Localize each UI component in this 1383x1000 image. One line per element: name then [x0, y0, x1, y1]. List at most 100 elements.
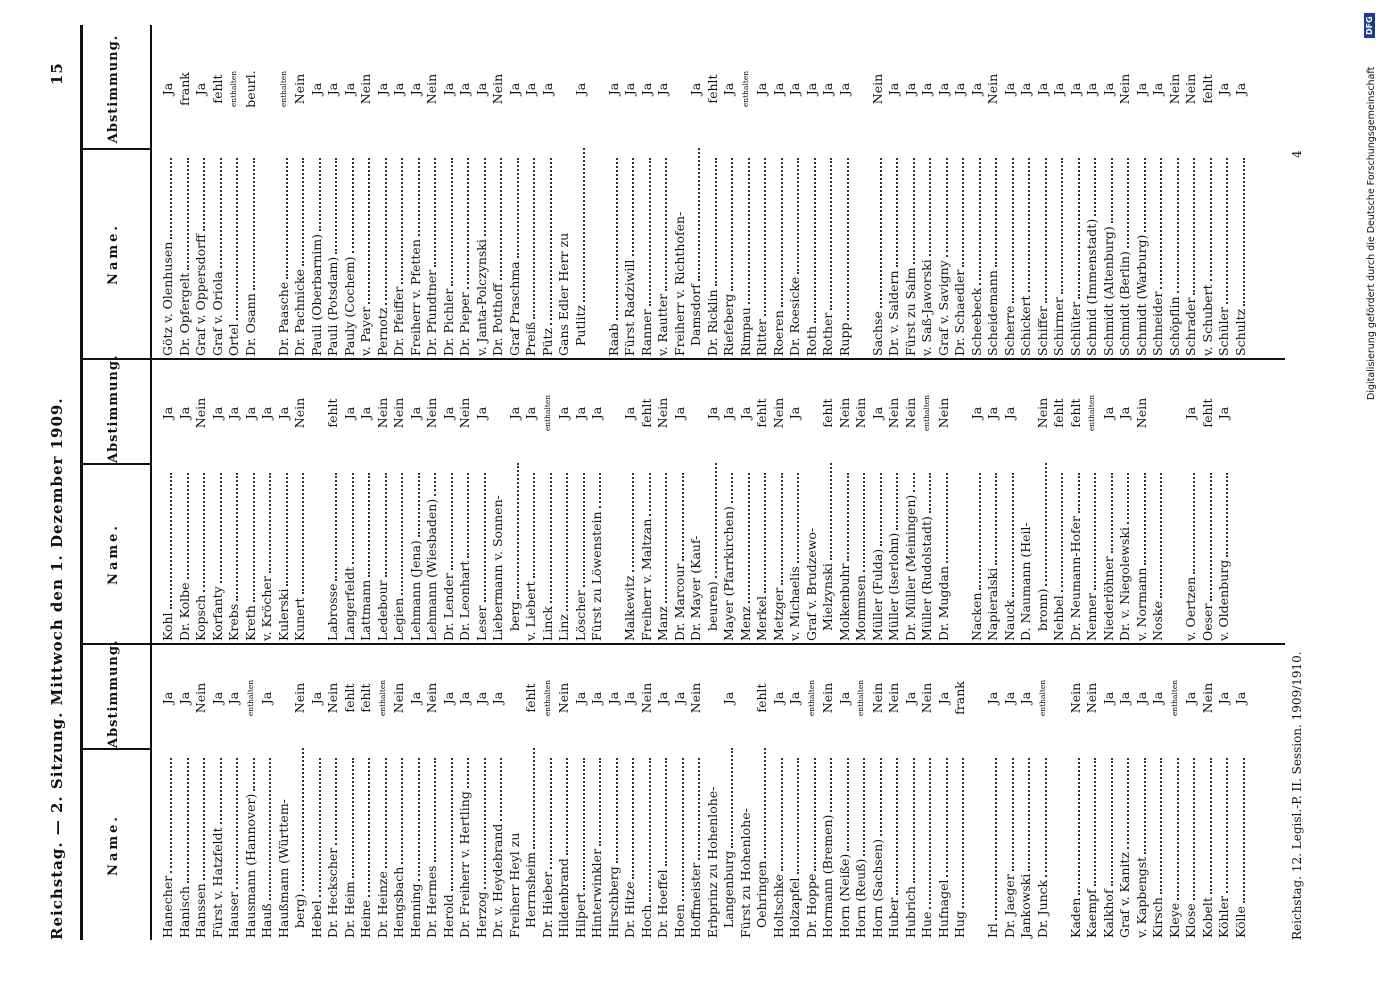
name-row: Fürst v. Hatzfeldt: [210, 756, 226, 938]
member-name: Dr. Pichler: [440, 288, 456, 356]
name-row: Götz v. Olenhusen: [160, 156, 176, 356]
member-name: Müller (Iserlohn): [886, 532, 901, 641]
name-row: beuren): [705, 461, 721, 641]
vote: enthalten: [806, 679, 816, 717]
member-name: Schirmer: [1051, 297, 1066, 356]
dot-leader: [566, 758, 568, 856]
member-name: Hanisch: [176, 886, 192, 938]
vote: Ja: [556, 406, 571, 420]
vote: Ja: [226, 691, 241, 705]
credit-text: Digitalisierung gefördert durch die Deut…: [1366, 66, 1377, 400]
member-name: Köhler: [1216, 896, 1231, 938]
member-name: Dr. Neumann-Hofer: [1067, 515, 1083, 641]
dot-leader: [335, 158, 337, 254]
vote: Ja: [1216, 406, 1231, 420]
name-row: Hebel: [309, 756, 325, 938]
name-row: Herold: [441, 756, 457, 938]
vote: Ja: [226, 406, 241, 420]
member-name: Dr. Potthoff: [490, 283, 505, 356]
vote: Ja: [721, 82, 736, 96]
vote: Ja: [391, 82, 406, 96]
dot-leader: [879, 473, 882, 546]
dot-leader: [203, 758, 205, 881]
member-name: Merkel: [754, 595, 769, 641]
vote: Nein: [836, 397, 852, 429]
member-name: Schmidt (Warburg): [1133, 234, 1149, 356]
name-row: Rimpau: [738, 156, 754, 356]
member-name: Götz v. Olenhusen: [160, 241, 175, 356]
member-name: Nehbel: [1051, 595, 1066, 641]
name-row: Kirsch: [1150, 756, 1166, 938]
dot-leader: [500, 158, 502, 281]
member-name: Linck: [539, 606, 555, 641]
member-name: Dr. Ricklin: [704, 289, 720, 356]
dot-leader: [1110, 473, 1113, 554]
credit-logo: DFG: [1364, 13, 1375, 38]
name-row: Graf v. Oriola: [210, 156, 226, 356]
dot-leader: [912, 473, 915, 492]
dot-leader: [665, 758, 667, 867]
name-row: Mielzynski: [820, 461, 836, 641]
name-row: Scherre: [1002, 156, 1018, 356]
vote: Ja: [1133, 691, 1149, 705]
vote: Ja: [325, 82, 340, 96]
name-row: Hausmann (Hannover): [243, 756, 259, 938]
name-row: Schmidt (Altenburg): [1101, 156, 1117, 356]
dot-leader: [846, 473, 849, 561]
name-row: Jankowski: [1018, 756, 1034, 938]
vote: Ja: [341, 82, 357, 96]
name-row: Hildenbrand: [556, 756, 572, 938]
name-row: Krebs: [226, 471, 242, 641]
dot-leader: [813, 758, 816, 871]
dot-leader: [1127, 158, 1129, 249]
dot-leader: [1242, 758, 1245, 904]
member-name: Hinterwinkler: [589, 848, 604, 938]
member-name: Scheebeck: [968, 287, 984, 356]
vote: Ja: [902, 691, 918, 705]
member-name: Hoch: [638, 904, 654, 938]
dot-leader: [401, 473, 403, 595]
dot-leader: [351, 758, 354, 879]
name-row: Fürst zu Hohenlohe-: [738, 756, 754, 938]
member-name: Dr. Heinze: [374, 871, 390, 938]
dot-leader: [1044, 758, 1047, 877]
member-name: Huber: [886, 897, 901, 938]
page-number: 15: [48, 62, 66, 85]
dot-leader: [632, 758, 634, 879]
dot-leader: [516, 158, 519, 259]
name-row: Dr. Hermes: [424, 756, 440, 938]
name-row: Dr. Hoeffel: [655, 756, 671, 938]
dot-leader: [417, 158, 420, 237]
name-row: Fürst zu Salm: [903, 156, 919, 356]
member-name: Schüler: [1216, 306, 1231, 356]
dot-leader: [1226, 473, 1228, 557]
vote: Ja: [985, 691, 1000, 705]
dot-leader: [401, 158, 403, 284]
dot-leader: [1061, 473, 1063, 593]
member-name: Manz: [655, 606, 670, 641]
member-name: Scherre: [1001, 305, 1017, 356]
vote: Ja: [1067, 82, 1083, 96]
vote: fehlt: [358, 683, 373, 713]
name-row: Kalkhof: [1101, 756, 1117, 938]
vote: frank: [176, 72, 192, 106]
name-row: Dr. Ricklin: [705, 156, 721, 356]
member-name: Hirschberg: [605, 866, 621, 938]
dot-leader: [1028, 758, 1030, 871]
name-header: Name.: [106, 223, 121, 285]
dot-leader: [747, 473, 750, 604]
vote: Ja: [358, 406, 373, 420]
dot-leader: [1061, 158, 1063, 295]
member-name: Herrnsheim: [523, 851, 538, 928]
name-row: Langenburg: [721, 746, 737, 938]
dot-leader: [731, 158, 733, 291]
name-row: Hauser: [226, 756, 242, 938]
vote: Ja: [1001, 82, 1017, 96]
column-divider: [80, 643, 1285, 645]
member-name: Dr. Kolbe: [176, 582, 192, 642]
member-name: Rupp: [836, 322, 852, 356]
dot-leader: [681, 473, 684, 561]
vote: Ja: [1100, 82, 1116, 96]
name-row: Dr. Paasche: [276, 156, 292, 356]
member-name: berg: [506, 601, 522, 631]
